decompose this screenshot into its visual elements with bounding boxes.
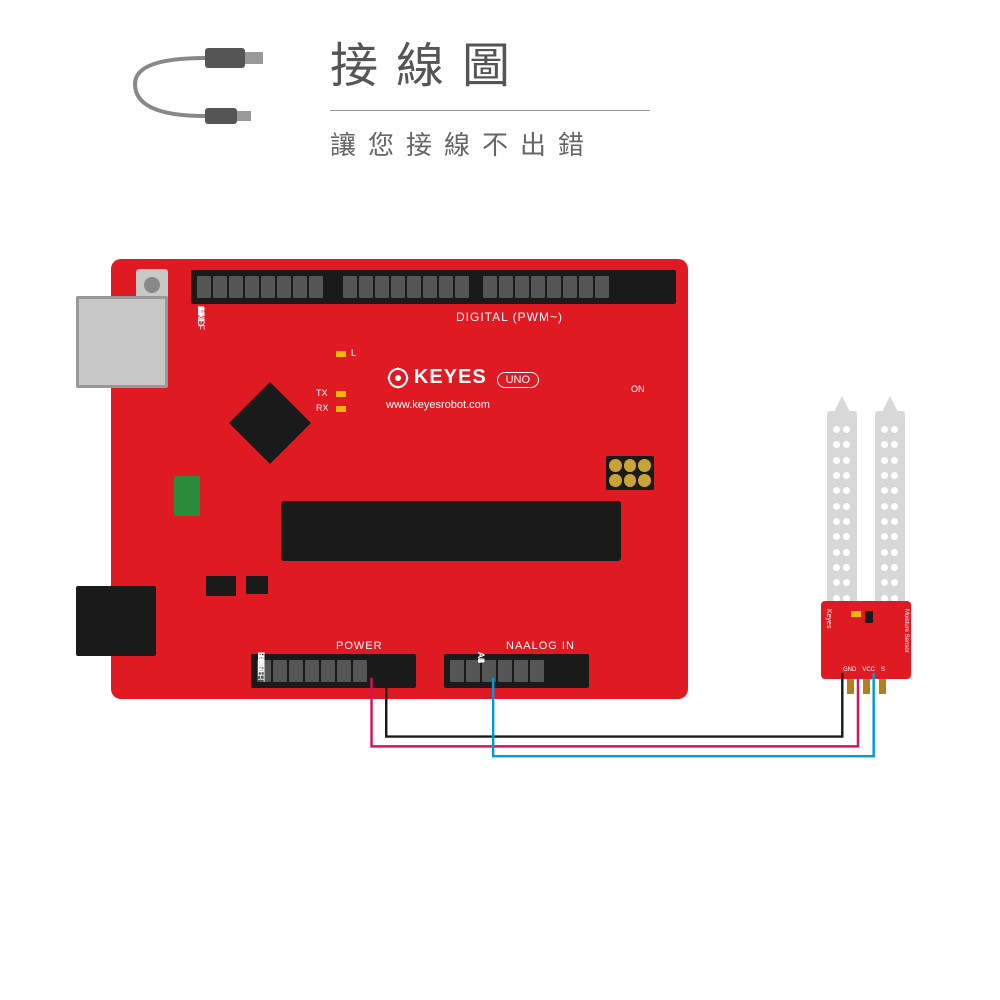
sensor-probe-left (827, 411, 857, 621)
arduino-board: DIGITAL (PWM~) AREF GND 13 12 11 10 9 8 … (76, 256, 688, 702)
sensor-probe-right (875, 411, 905, 621)
digital-header (191, 270, 676, 304)
small-chip (246, 576, 268, 594)
sensor-pin-header (847, 679, 886, 694)
wiring-diagram: DIGITAL (PWM~) AREF GND 13 12 11 10 9 8 … (76, 256, 924, 766)
atmega-chip (281, 501, 621, 561)
board-logo: KEYES UNO www.keyesrobot.com (386, 366, 539, 411)
header: 接線圖 讓您接線不出錯 (105, 26, 650, 162)
led-rx (336, 406, 346, 412)
dc-jack (76, 586, 156, 656)
regulator-chip (206, 576, 236, 596)
moisture-sensor: Keyes Moisture Sensor GND VCC S (821, 411, 911, 679)
power-label: POWER (336, 640, 383, 652)
crystal (174, 476, 200, 516)
title-block: 接線圖 讓您接線不出錯 (330, 26, 650, 162)
analog-label: NAALOG IN (506, 640, 575, 652)
divider (330, 110, 650, 111)
page-subtitle: 讓您接線不出錯 (330, 125, 650, 162)
usb-port (76, 296, 168, 388)
digital-label: DIGITAL (PWM~) (456, 310, 563, 324)
usb-cable-icon (105, 44, 290, 144)
icsp-header (606, 456, 654, 490)
page-title: 接線圖 (330, 26, 650, 96)
analog-header (444, 654, 589, 688)
sensor-pcb: Keyes Moisture Sensor GND VCC S (821, 601, 911, 679)
led-l (336, 351, 346, 357)
led-tx (336, 391, 346, 397)
power-header (251, 654, 416, 688)
bottom-headers (251, 654, 656, 688)
